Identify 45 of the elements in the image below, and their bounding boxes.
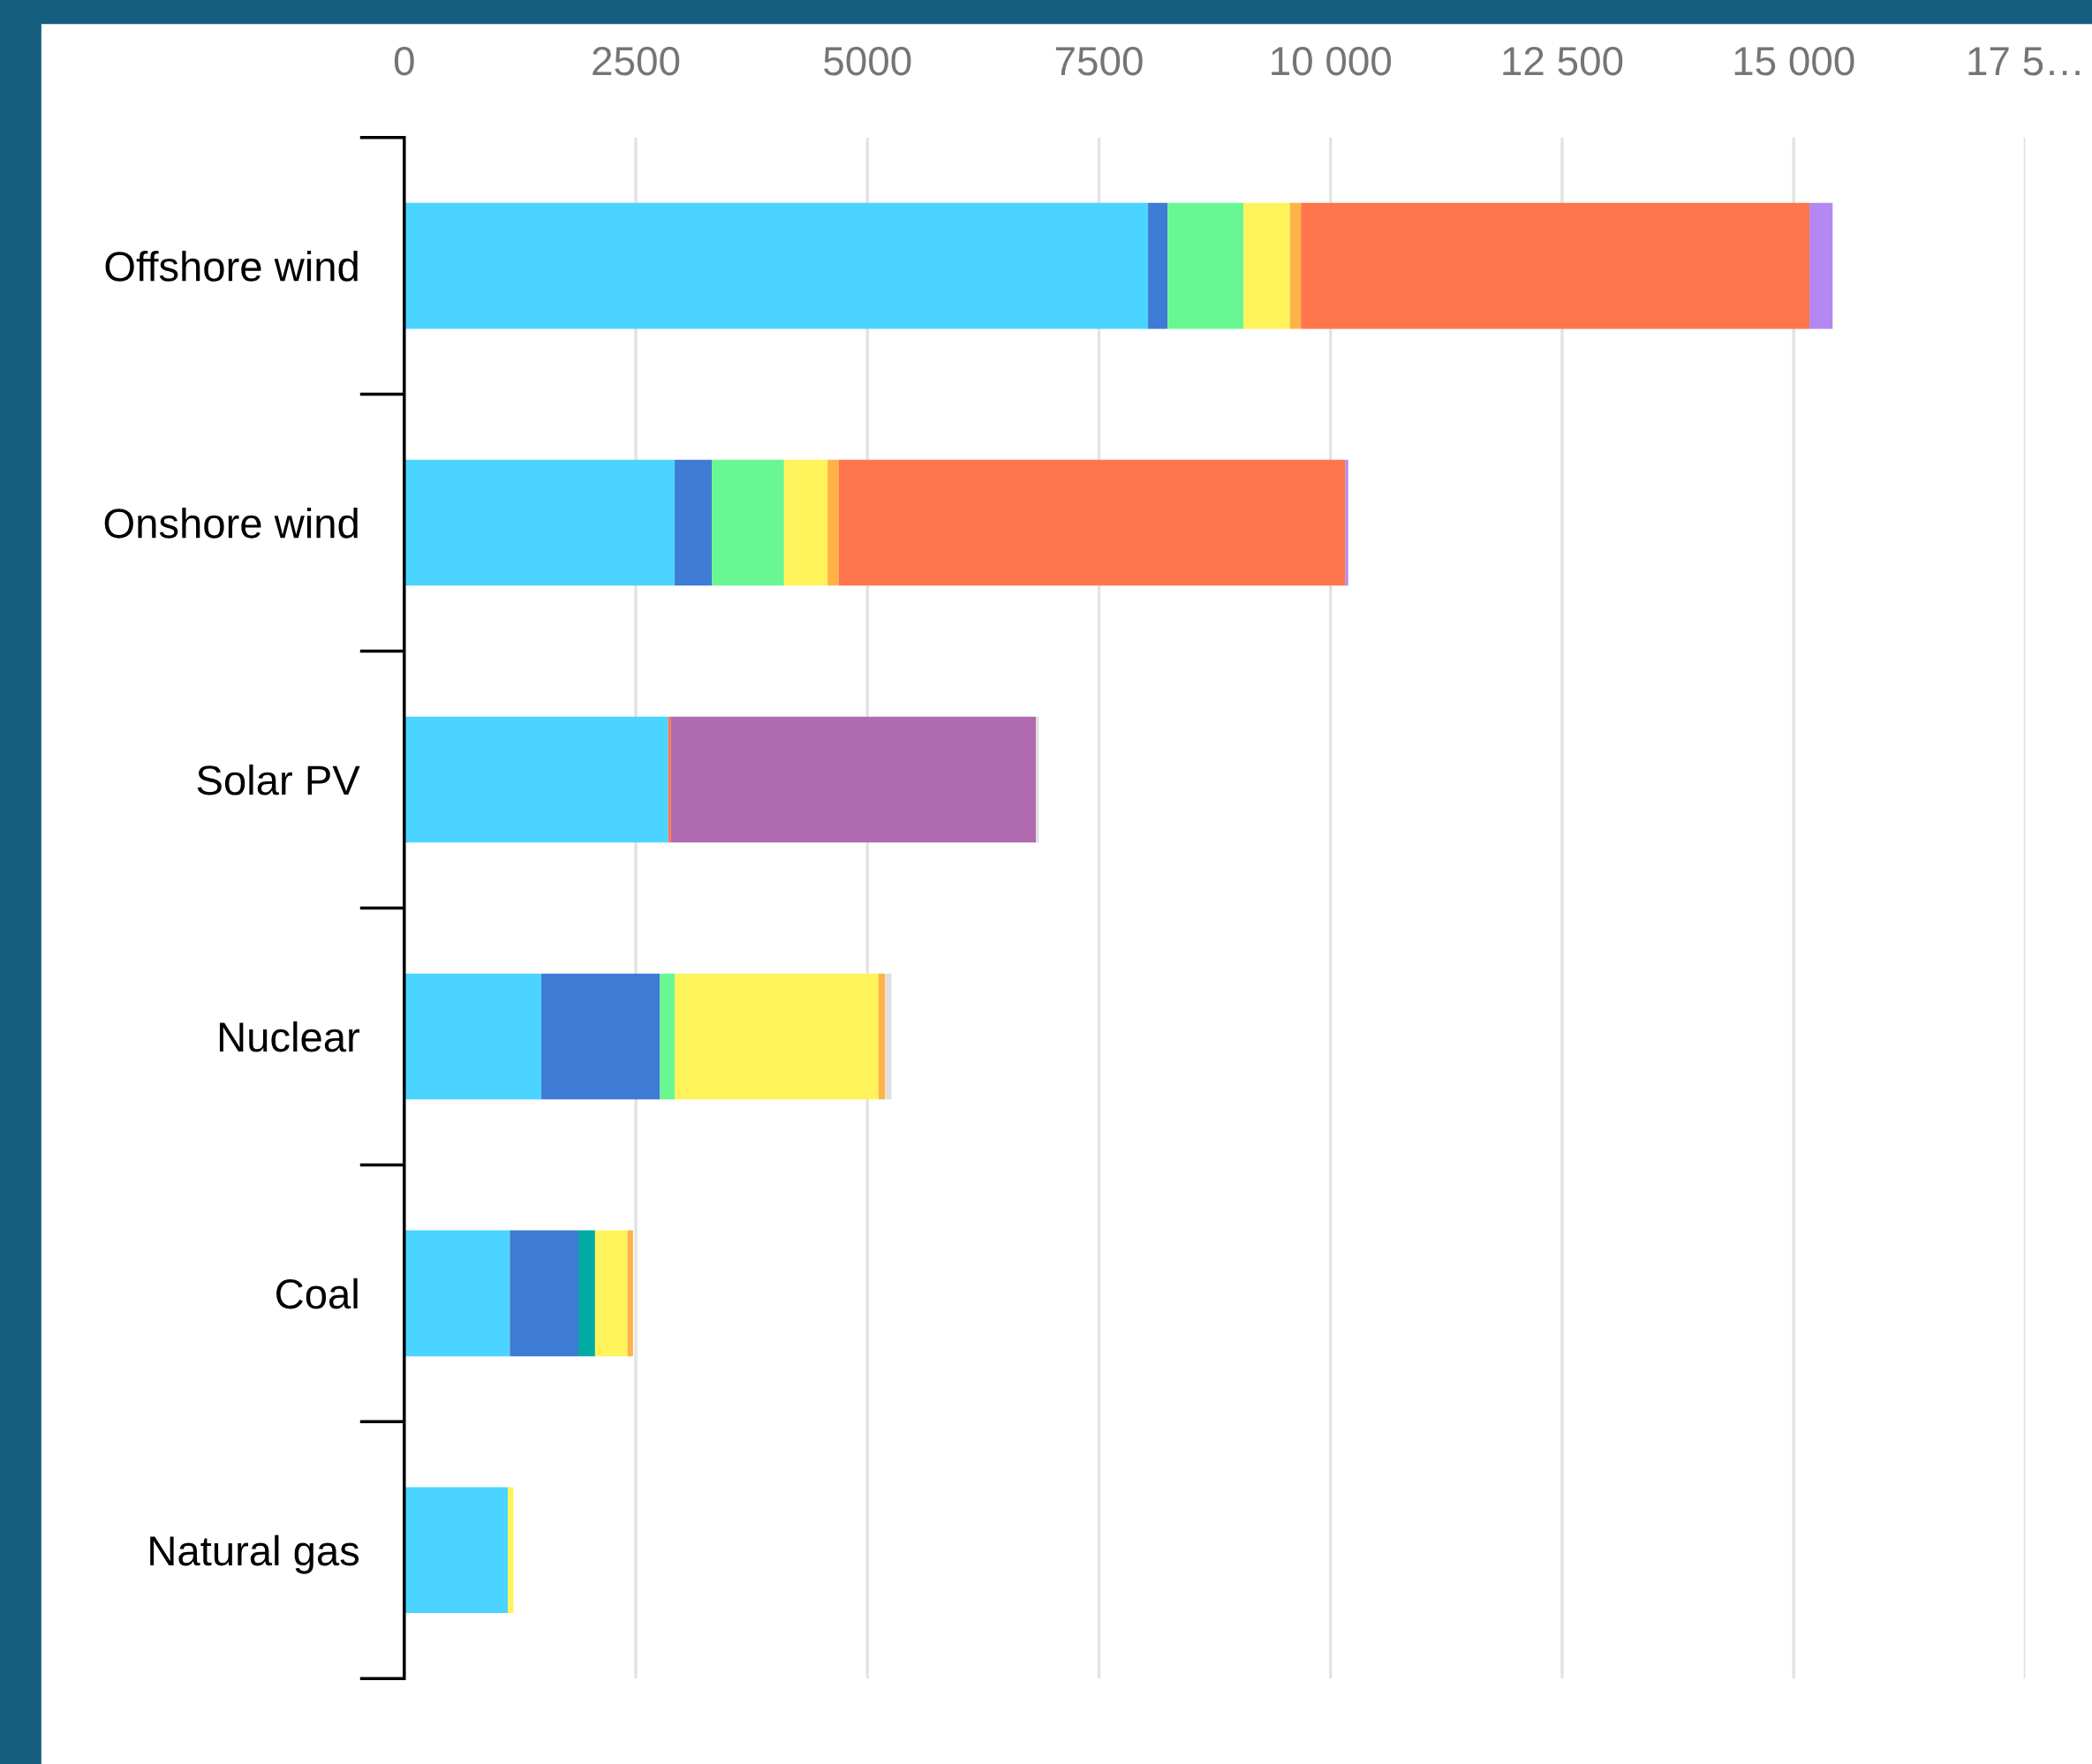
bar <box>675 459 713 586</box>
x-tick-label: 7500 <box>1055 47 1143 76</box>
bar <box>668 716 671 843</box>
x-tick-label: 12 500 <box>1503 47 1623 76</box>
bar <box>675 973 879 1100</box>
bar <box>1167 202 1244 329</box>
bar <box>885 973 892 1100</box>
y-tick-label: Offshore wind <box>105 251 358 282</box>
bar <box>1809 202 1833 329</box>
bar <box>1289 202 1302 329</box>
y-tick-label: Onshore wind <box>104 507 358 539</box>
bar <box>404 1487 509 1614</box>
y-tick-label: Solar PV <box>197 764 360 795</box>
bar <box>404 459 676 586</box>
x-tick-label: 5000 <box>824 47 911 76</box>
bar <box>1036 716 1039 843</box>
bar <box>838 459 1346 586</box>
bar <box>627 1230 633 1357</box>
bar <box>1148 202 1168 329</box>
x-tick-label: 15 000 <box>1734 47 1854 76</box>
bar <box>541 973 661 1100</box>
x-tick-label: 17 5… <box>1968 47 2080 76</box>
bar <box>670 716 1037 843</box>
bar <box>594 1230 628 1357</box>
bar <box>1301 202 1810 329</box>
y-tick-label: Nuclear <box>219 1021 360 1052</box>
bar <box>1243 202 1290 329</box>
bar <box>404 716 668 843</box>
bar <box>404 202 1149 329</box>
bar <box>827 459 839 586</box>
bar <box>660 973 676 1100</box>
bar <box>404 1230 510 1357</box>
bar <box>404 973 542 1100</box>
bar <box>1345 459 1348 586</box>
bar <box>712 459 784 586</box>
x-tick-label: 0 <box>394 47 414 76</box>
bar <box>578 1230 595 1357</box>
x-tick-label: 2500 <box>593 47 680 76</box>
bar <box>878 973 886 1100</box>
y-tick-label: Coal <box>276 1278 358 1309</box>
bar <box>508 1487 514 1614</box>
bar <box>783 459 828 586</box>
y-tick-label: Natural gas <box>150 1534 359 1574</box>
x-tick-label: 10 000 <box>1272 47 1392 76</box>
bar <box>510 1230 578 1357</box>
